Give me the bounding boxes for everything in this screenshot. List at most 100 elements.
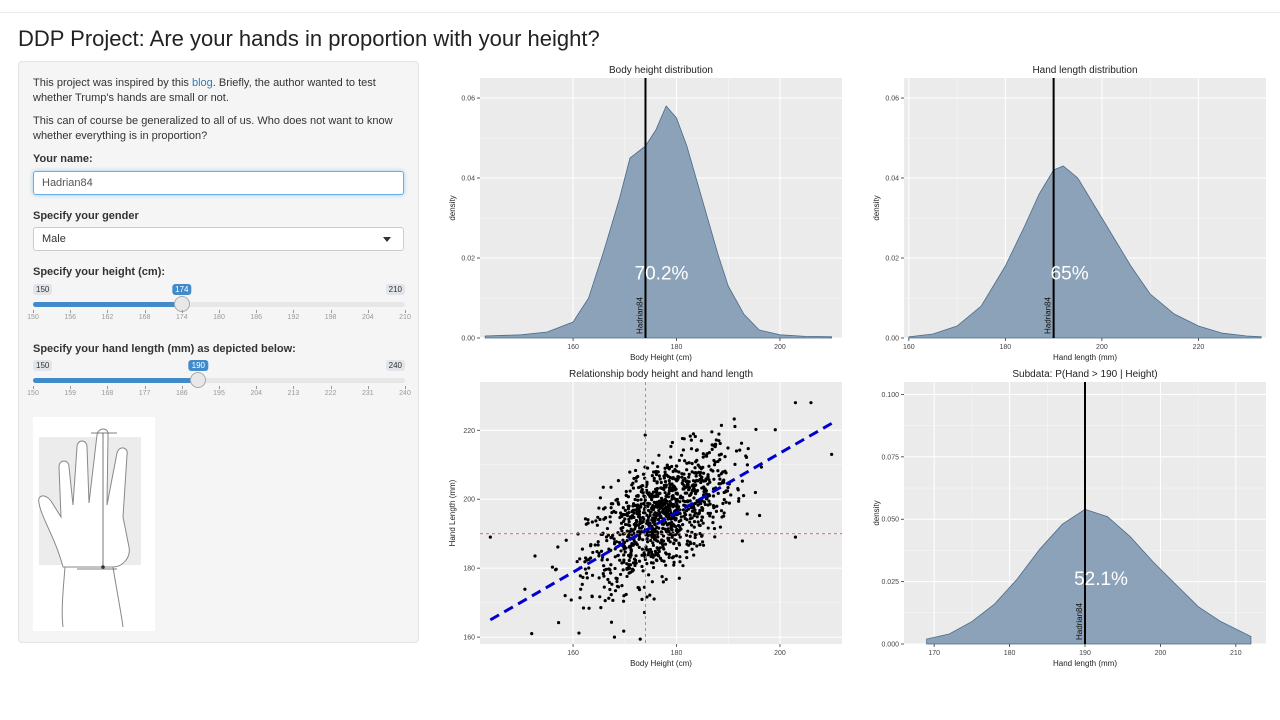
scatter-point — [622, 547, 626, 551]
scatter-point — [676, 477, 680, 481]
slider-tick-label: 156 — [64, 314, 77, 321]
scatter-point — [564, 538, 568, 542]
scatter-point — [734, 449, 739, 453]
y-tick-label: 220 — [463, 428, 475, 435]
height-slider[interactable]: 150 210 174 150 156 162 168 174 180 186 192 198 204 2… — [27, 284, 411, 324]
scatter-point — [625, 562, 629, 566]
scatter-point — [681, 508, 686, 512]
scatter-point — [591, 550, 595, 555]
scatter-point — [624, 493, 628, 497]
slider-tick — [144, 310, 146, 313]
scatter-point — [668, 516, 672, 520]
scatter-point — [678, 508, 682, 512]
scatter-point — [633, 468, 638, 473]
scatter-point — [647, 530, 651, 534]
scatter-point — [616, 479, 621, 483]
scatter-point — [523, 587, 527, 591]
scatter-point — [664, 520, 668, 525]
scatter-point — [649, 550, 654, 554]
slider-tick-label: 213 — [287, 390, 300, 397]
scatter-point — [721, 480, 726, 485]
scatter-point — [586, 518, 590, 522]
scatter-point — [661, 580, 665, 584]
slider-tick-label: 195 — [213, 390, 225, 397]
scatter-point — [655, 489, 659, 494]
scatter-point — [637, 507, 641, 511]
slider-tick — [405, 310, 406, 313]
slider-tick — [144, 386, 146, 389]
scatter-point — [636, 458, 640, 463]
scatter-point — [663, 542, 668, 546]
scatter-point — [625, 538, 629, 543]
scatter-point — [684, 533, 689, 537]
percentile-annotation: 52.1% — [1074, 569, 1128, 590]
scatter-point — [707, 464, 711, 468]
scatter-point — [688, 434, 692, 438]
slider-track — [33, 302, 405, 307]
scatter-point — [530, 632, 534, 636]
scatter-point — [587, 606, 591, 610]
scatter-point — [650, 518, 654, 522]
scatter-point — [683, 485, 688, 490]
scatter-point — [741, 494, 746, 498]
scatter-point — [628, 563, 633, 567]
scatter-point — [683, 459, 687, 463]
scatter-point — [693, 508, 697, 512]
scatter-point — [623, 550, 627, 554]
scatter-point — [646, 466, 650, 470]
scatter-point — [710, 447, 714, 451]
scatter-point — [629, 551, 633, 555]
scatter-point — [672, 496, 676, 500]
scatter-point — [688, 513, 692, 517]
scatter-point — [679, 515, 683, 519]
name-label: Your name: — [33, 153, 93, 165]
scatter-point — [688, 520, 692, 524]
scatter-point — [627, 566, 632, 571]
scatter-point — [569, 598, 573, 602]
y-tick-label: 160 — [463, 635, 475, 642]
y-tick-label: 0.100 — [881, 392, 899, 399]
scatter-point — [715, 504, 719, 508]
scatter-point — [681, 564, 685, 568]
slider-handle[interactable] — [190, 372, 207, 388]
scatter-point — [721, 501, 725, 506]
scatter-point — [738, 448, 742, 452]
scatter-point — [644, 490, 648, 494]
scatter-point — [599, 606, 603, 610]
scatter-point — [736, 488, 740, 492]
subdata-density-plot: Subdata: P(Hand > 190 | Height) Hadrian84… — [872, 369, 1266, 668]
y-axis-label: density — [872, 500, 881, 525]
chart-title: Hand length distribution — [1032, 65, 1137, 76]
scatter-point — [589, 543, 593, 547]
scatter-point — [681, 448, 686, 452]
scatter-point — [627, 545, 631, 549]
scatter-point — [633, 558, 638, 562]
scatter-point — [667, 529, 671, 533]
scatter-point — [629, 516, 634, 520]
scatter-point — [645, 519, 649, 523]
scatter-point — [661, 534, 666, 538]
scatter-point — [706, 526, 710, 530]
scatter-point — [652, 478, 656, 483]
blog-link[interactable]: blog — [191, 77, 213, 89]
name-input[interactable] — [33, 171, 404, 195]
scatter-point — [665, 473, 669, 477]
scatter-point — [678, 535, 682, 539]
scatter-point — [664, 563, 668, 567]
scatter-point — [720, 515, 724, 519]
scatter-point — [663, 479, 668, 484]
scatter-point — [710, 443, 714, 447]
hand-slider[interactable]: 150 240 190 150 159 168 177 186 195 204 213 222 231 2… — [27, 360, 411, 400]
scatter-point — [686, 499, 690, 503]
scatter-point — [609, 506, 613, 510]
gender-select[interactable]: Male — [33, 227, 404, 251]
page-title: DDP Project: Are your hands in proportio… — [18, 26, 600, 51]
scatter-point — [701, 521, 705, 525]
scatter-point — [746, 446, 750, 451]
density-area — [908, 165, 1262, 339]
scatter-point — [688, 486, 692, 490]
scatter-point — [721, 470, 725, 474]
y-tick-label: 0.00 — [885, 336, 899, 343]
scatter-point — [648, 593, 652, 597]
scatter-point — [553, 568, 558, 572]
